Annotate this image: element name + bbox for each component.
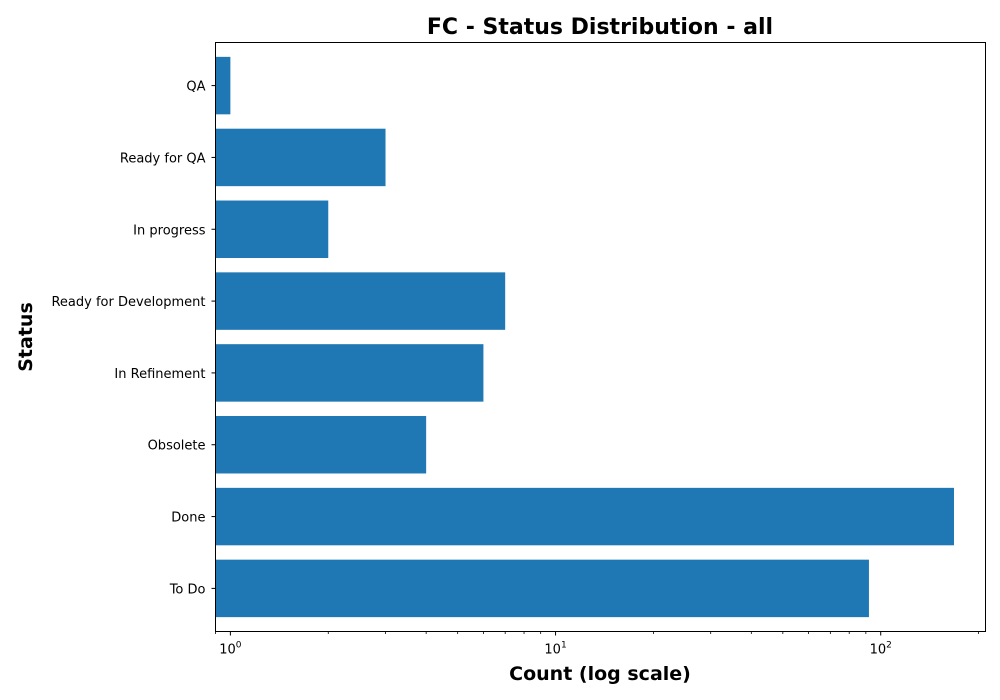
y-tick-label: QA — [186, 80, 205, 95]
bar-done — [215, 487, 954, 546]
bar-in-progress — [215, 200, 329, 258]
y-tick-label: In progress — [133, 223, 206, 238]
bar-ready-for-development — [215, 272, 506, 330]
y-tick-label: Ready for QA — [120, 151, 206, 166]
chart-title: FC - Status Distribution - all — [427, 15, 773, 40]
bar-in-refinement — [215, 344, 484, 402]
x-tick-label: 102 — [870, 641, 892, 658]
bar-obsolete — [215, 416, 427, 474]
y-axis-ticks: QA Ready for QA In progress Ready for Devel… — [51, 80, 216, 597]
y-tick-label: In Refinement — [114, 367, 205, 382]
y-tick-label: Ready for Development — [51, 295, 205, 310]
bars-group — [215, 56, 954, 618]
x-axis-title: Count (log scale) — [509, 663, 691, 685]
y-axis-title: Status — [15, 302, 37, 372]
bar-to-do — [215, 559, 869, 618]
x-tick-label: 100 — [219, 641, 242, 658]
bar-qa — [215, 56, 231, 115]
y-tick-label: Obsolete — [148, 439, 206, 454]
y-tick-label: To Do — [169, 582, 206, 597]
y-tick-label: Done — [171, 511, 205, 526]
x-axis-ticks: 100 101 102 — [215, 631, 980, 658]
x-tick-label: 101 — [544, 641, 566, 658]
plot-area-frame — [215, 42, 986, 632]
bar-ready-for-qa — [215, 128, 386, 187]
